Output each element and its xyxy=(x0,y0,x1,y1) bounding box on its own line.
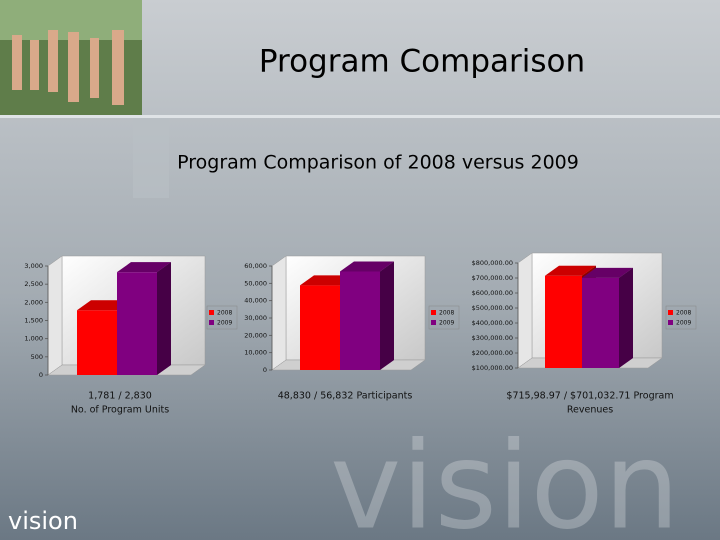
legend-box xyxy=(428,305,460,330)
bar-top-shade xyxy=(582,267,633,278)
slide-subtitle: Program Comparison of 2008 versus 2009 xyxy=(177,152,579,174)
side-wall xyxy=(517,252,533,369)
bar-top-shade xyxy=(545,265,596,276)
y-tick-label: $300,000.00 xyxy=(472,334,513,342)
bar xyxy=(582,277,619,368)
legend-label: 2009 xyxy=(439,320,454,327)
y-tick-label: 40,000 xyxy=(244,297,267,305)
legend-label: 2008 xyxy=(439,310,454,317)
chart-caption: No. of Program Units xyxy=(71,405,169,416)
y-tick-label: 10,000 xyxy=(244,349,267,357)
bar xyxy=(117,272,157,375)
y-tick-label: 2,500 xyxy=(24,280,43,288)
legend-swatch xyxy=(431,320,436,325)
chart-caption: Revenues xyxy=(567,405,613,416)
y-tick-label: 1,000 xyxy=(24,335,43,343)
legend-label: 2009 xyxy=(217,320,232,327)
y-tick-label: 50,000 xyxy=(244,279,267,287)
y-tick-label: 0 xyxy=(39,371,43,379)
header-rule xyxy=(0,115,720,118)
legend-swatch xyxy=(209,320,214,325)
legend-swatch xyxy=(431,310,436,315)
bar xyxy=(340,271,380,370)
y-tick-label: 1,500 xyxy=(24,317,43,325)
bar-side xyxy=(380,261,394,370)
bar-top-shade xyxy=(340,261,394,272)
y-tick-label: $500,000.00 xyxy=(472,304,513,312)
bar-side-shade xyxy=(619,267,633,368)
legend-swatch xyxy=(668,310,673,315)
bar-top xyxy=(582,267,633,278)
legend-label: 2009 xyxy=(676,320,691,327)
legend-label: 2008 xyxy=(676,310,691,317)
y-tick-label: $700,000.00 xyxy=(472,274,513,282)
chart-caption: $715,98.97 / $701,032.71 Program xyxy=(506,391,673,402)
bar-side-shade xyxy=(157,262,171,375)
bar-side-shade xyxy=(380,261,394,370)
y-tick-label: 500 xyxy=(31,353,43,361)
bar-side xyxy=(619,267,633,368)
chart-caption: 48,830 / 56,832 Participants xyxy=(278,391,413,402)
chart-caption: 1,781 / 2,830 xyxy=(88,391,152,402)
logo: vision xyxy=(8,507,78,535)
y-tick-label: $200,000.00 xyxy=(472,349,513,357)
y-tick-label: $600,000.00 xyxy=(472,289,513,297)
watermark: vision xyxy=(330,418,680,540)
legend-label: 2008 xyxy=(217,310,232,317)
photo-figures xyxy=(12,30,124,105)
y-tick-label: 3,000 xyxy=(24,262,43,270)
side-wall xyxy=(47,255,63,376)
y-tick-label: 2,000 xyxy=(24,298,43,306)
decor-bar xyxy=(133,118,169,198)
y-tick-label: 30,000 xyxy=(244,314,267,322)
bar-top xyxy=(340,261,394,272)
bar xyxy=(77,310,117,375)
legend-box xyxy=(665,305,697,330)
legend-swatch xyxy=(209,310,214,315)
y-tick-label: $400,000.00 xyxy=(472,319,513,327)
y-tick-label: $800,000.00 xyxy=(472,259,513,267)
y-tick-label: 0 xyxy=(263,366,267,374)
legend-swatch xyxy=(668,320,673,325)
y-tick-label: 60,000 xyxy=(244,262,267,270)
side-wall xyxy=(271,255,287,371)
bar-top-shade xyxy=(117,262,171,273)
bar-top xyxy=(117,262,171,273)
bar-top xyxy=(545,265,596,276)
bar xyxy=(300,285,340,370)
y-tick-label: $100,000.00 xyxy=(472,364,513,372)
y-tick-label: 20,000 xyxy=(244,331,267,339)
bar xyxy=(545,275,582,368)
slide-title: Program Comparison xyxy=(259,44,585,80)
legend-box xyxy=(206,305,238,330)
bar-side xyxy=(157,262,171,375)
